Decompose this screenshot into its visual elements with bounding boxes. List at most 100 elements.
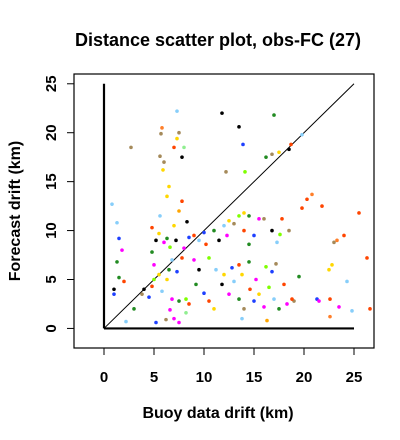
- scatter-point: [192, 233, 196, 238]
- scatter-point: [272, 113, 276, 117]
- scatter-points: [110, 109, 372, 325]
- scatter-point: [197, 267, 201, 272]
- scatter-point: [187, 235, 191, 240]
- scatter-point: [177, 130, 181, 135]
- y-tick-label: 0: [43, 324, 60, 332]
- y-tick-label: 25: [43, 75, 60, 92]
- scatter-point: [185, 219, 189, 224]
- scatter-point: [165, 194, 169, 199]
- scatter-point: [165, 236, 169, 241]
- scatter-point: [225, 233, 229, 238]
- scatter-point: [300, 206, 304, 210]
- scatter-point: [197, 238, 201, 243]
- scatter-point: [248, 287, 252, 292]
- scatter-point: [237, 125, 241, 129]
- x-axis-ticks: 0 5 10 15 20 25: [100, 348, 363, 386]
- scatter-point: [124, 319, 128, 324]
- scatter-point: [345, 279, 349, 284]
- scatter-point: [158, 154, 162, 158]
- scatter-point: [287, 147, 291, 152]
- scatter-point: [285, 302, 289, 306]
- scatter-point: [177, 209, 181, 213]
- scatter-point: [115, 260, 119, 264]
- scatter-point: [115, 220, 119, 225]
- scatter-point: [232, 221, 236, 226]
- scatter-point: [289, 142, 293, 147]
- scatter-point: [177, 320, 181, 325]
- y-tick-label: 20: [43, 124, 60, 141]
- scatter-point: [150, 225, 154, 230]
- y-axis-label: Forecast drift (km): [7, 141, 24, 281]
- scatter-point: [159, 131, 163, 136]
- scatter-point: [217, 238, 221, 243]
- scatter-point: [280, 217, 284, 221]
- scatter-point: [265, 318, 269, 323]
- scatter-point: [330, 263, 334, 267]
- scatter-point: [162, 240, 166, 245]
- scatter-point: [297, 274, 301, 279]
- x-tick-label: 20: [296, 369, 313, 386]
- scatter-point: [252, 233, 256, 238]
- scatter-point: [117, 275, 121, 280]
- scatter-point: [207, 299, 211, 303]
- scatter-point: [242, 228, 246, 233]
- scatter-point: [157, 231, 161, 236]
- scatter-point: [332, 240, 336, 245]
- scatter-point: [328, 314, 332, 319]
- scatter-point: [328, 297, 332, 301]
- scatter-point: [241, 142, 245, 147]
- scatter-point: [247, 242, 251, 247]
- scatter-point: [232, 279, 236, 284]
- scatter-point: [172, 223, 176, 228]
- scatter-point: [222, 272, 226, 277]
- scatter-point: [182, 246, 186, 250]
- scatter-point: [167, 184, 171, 189]
- scatter-point: [222, 223, 226, 228]
- x-tick-label: 25: [346, 369, 363, 386]
- scatter-point: [142, 287, 146, 292]
- scatter-point: [320, 204, 324, 208]
- scatter-point: [368, 307, 372, 311]
- scatter-point: [220, 282, 224, 287]
- scatter-point: [175, 109, 179, 113]
- scatter-point: [264, 264, 268, 269]
- scatter-point: [240, 272, 244, 277]
- chart-title: Distance scatter plot, obs-FC (27): [75, 30, 361, 50]
- y-tick-label: 5: [43, 275, 60, 283]
- scatter-point: [112, 292, 116, 296]
- scatter-point: [152, 277, 156, 282]
- y-tick-label: 10: [43, 222, 60, 239]
- scatter-point: [168, 308, 172, 312]
- scatter-point: [262, 217, 266, 221]
- scatter-point: [350, 309, 354, 313]
- scatter-point: [300, 132, 304, 137]
- scatter-point: [161, 168, 165, 172]
- scatter-point: [170, 297, 174, 301]
- scatter-point: [132, 307, 136, 311]
- x-tick-label: 0: [100, 369, 108, 386]
- scatter-point: [237, 214, 241, 218]
- scatter-point: [240, 316, 244, 321]
- scatter-point: [122, 279, 126, 284]
- scatter-point: [317, 299, 321, 303]
- scatter-point: [180, 199, 184, 204]
- scatter-point: [160, 289, 164, 294]
- scatter-point: [182, 145, 186, 150]
- scatter-point: [167, 267, 171, 272]
- scatter-point: [192, 258, 196, 262]
- scatter-point: [242, 307, 246, 311]
- scatter-point: [172, 316, 176, 321]
- plot-frame: [73, 73, 375, 349]
- scatter-point: [237, 297, 241, 301]
- y-tick-label: 15: [43, 173, 60, 190]
- y-axis-ticks: 0 5 10 15 20 25: [43, 75, 74, 333]
- scatter-point: [305, 197, 309, 202]
- scatter-point: [247, 260, 251, 264]
- scatter-point: [270, 269, 274, 274]
- scatter-point: [160, 126, 164, 130]
- scatter-point: [270, 152, 274, 157]
- scatter-point: [224, 170, 228, 174]
- scatter-point: [262, 305, 266, 309]
- scatter-point: [174, 238, 178, 243]
